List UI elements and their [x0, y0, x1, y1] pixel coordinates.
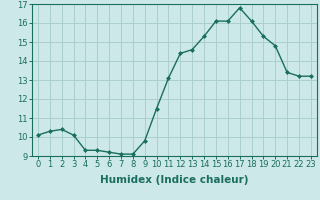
X-axis label: Humidex (Indice chaleur): Humidex (Indice chaleur)	[100, 175, 249, 185]
